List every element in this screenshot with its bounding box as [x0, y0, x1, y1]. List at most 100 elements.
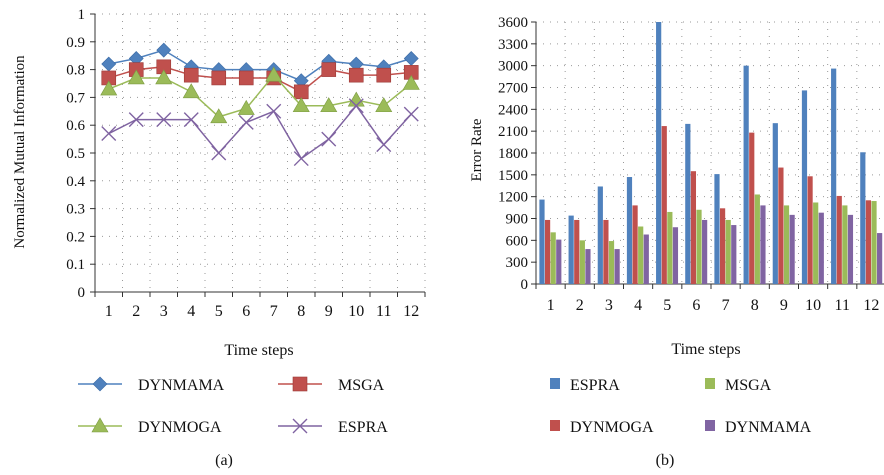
legend-item-espra: ESPRA: [278, 418, 388, 436]
data-point-msga: [238, 70, 254, 86]
error-y-tick-label: 3000: [498, 59, 528, 75]
nmi-y-tick-label: 0.1: [66, 257, 85, 273]
error-y-tick-label: 300: [506, 255, 529, 271]
bar-dynmama: [643, 234, 649, 284]
bar-dynmama: [614, 249, 620, 284]
data-point-dynmoga: [375, 97, 393, 113]
data-point-dynmoga: [155, 69, 173, 85]
error-x-tick-label: 4: [634, 297, 642, 314]
error-y-tick-label: 0: [521, 277, 529, 293]
nmi-y-tick-label: 0.8: [66, 63, 85, 79]
nmi-x-tick-label: 11: [376, 303, 391, 320]
bar-espra: [772, 123, 778, 285]
series-dynmoga: [100, 66, 420, 124]
bar-dynmoga: [807, 176, 813, 284]
series-msga: [101, 59, 419, 100]
bar-msga: [667, 211, 673, 284]
bar-espra: [656, 22, 662, 284]
bar-dynmoga: [719, 208, 726, 284]
data-point-dynmoga: [127, 69, 145, 85]
legend-swatch-msga: [705, 378, 715, 389]
data-point-dynmoga: [237, 99, 255, 115]
bar-espra: [801, 90, 808, 285]
nmi-line-chart: Normalized Mutual Information Time steps…: [12, 7, 426, 469]
legend-item-espra: ESPRA: [550, 377, 620, 394]
error-y-tick-label: 1800: [498, 146, 528, 162]
error-x-tick-label: 1: [547, 297, 555, 314]
bar-dynmoga: [778, 167, 784, 284]
error-x-tick-label: 9: [780, 297, 788, 314]
bars-espra: [539, 22, 866, 285]
legend-label-espra: ESPRA: [570, 377, 620, 394]
bar-dynmama: [731, 225, 737, 284]
legend-label-dynmama: DYNMAMA: [138, 377, 225, 394]
bar-msga: [783, 205, 790, 284]
data-point-espra: [403, 106, 419, 122]
data-point-espra: [156, 112, 172, 128]
data-point-dynmama: [101, 56, 117, 72]
bar-dynmama: [877, 233, 883, 284]
error-y-tick-label: 3300: [498, 37, 528, 53]
legend-swatch-espra: [550, 378, 560, 389]
error-y-tick-label: 600: [506, 233, 529, 249]
error-x-tick-label: 3: [605, 297, 613, 314]
bar-dynmama: [760, 205, 766, 284]
error-x-tick-label: 5: [663, 297, 671, 314]
bar-espra: [597, 186, 603, 284]
data-point-dynmama: [403, 51, 419, 66]
nmi-y-tick-label: 0.4: [66, 174, 85, 190]
series-line-dynmoga: [108, 74, 412, 118]
bar-dynmoga: [749, 132, 755, 284]
error-x-tick-label: 7: [722, 297, 730, 314]
bar-espra: [860, 152, 866, 284]
bar-dynmoga: [661, 126, 667, 284]
error-x-tick-label: 8: [751, 297, 759, 314]
data-point-msga: [293, 84, 309, 100]
bar-dynmama: [672, 227, 679, 284]
nmi-y-tick-label: 0.6: [66, 118, 85, 134]
nmi-y-tick-label: 0.5: [66, 146, 85, 162]
error-x-tick-label: 11: [835, 297, 850, 314]
legend-item-dynmoga: DYNMOGA: [550, 419, 654, 436]
legend-marker-dynmama: [92, 376, 108, 392]
bar-espra: [743, 65, 749, 285]
data-point-espra: [376, 137, 392, 153]
error-y-tick-label: 2400: [498, 102, 528, 118]
legend-item-msga: MSGA: [705, 377, 772, 394]
nmi-y-tick-label: 0.7: [66, 90, 85, 106]
nmi-y-tick-label: 0.9: [66, 35, 85, 51]
bar-msga: [871, 201, 877, 284]
legend-marker-espra: [292, 418, 308, 434]
data-point-espra: [348, 98, 364, 114]
data-point-espra: [321, 131, 337, 147]
bar-msga: [725, 219, 731, 284]
bars-msga: [550, 194, 877, 284]
data-point-dynmama: [156, 42, 172, 58]
legend-marker-msga: [292, 376, 308, 392]
nmi-x-tick-label: 7: [270, 303, 278, 320]
bar-dynmoga: [690, 171, 697, 284]
error-x-axis-label: Time steps: [671, 341, 740, 358]
legend-swatch-dynmama: [705, 420, 715, 431]
nmi-x-tick-label: 12: [403, 303, 419, 320]
data-point-dynmoga: [100, 80, 118, 96]
bar-espra: [685, 123, 691, 284]
series-espra: [101, 98, 419, 167]
bar-msga: [813, 202, 819, 284]
nmi-x-axis-label: Time steps: [224, 342, 293, 359]
error-x-tick-label: 10: [805, 297, 821, 314]
legend-item-msga: MSGA: [278, 376, 385, 394]
nmi-y-tick-label: 1: [78, 7, 86, 23]
bars-dynmoga: [544, 126, 872, 284]
data-point-dynmoga: [292, 97, 310, 113]
nmi-x-tick-label: 6: [242, 303, 250, 320]
legend-item-dynmama: DYNMAMA: [78, 376, 225, 394]
error-y-tick-label: 1500: [498, 168, 528, 184]
series-line-dynmama: [108, 49, 412, 82]
bar-dynmoga: [603, 219, 609, 284]
nmi-x-tick-label: 5: [215, 303, 223, 320]
data-point-dynmoga: [265, 66, 283, 82]
data-point-msga: [183, 67, 199, 83]
bar-dynmama: [556, 239, 562, 284]
